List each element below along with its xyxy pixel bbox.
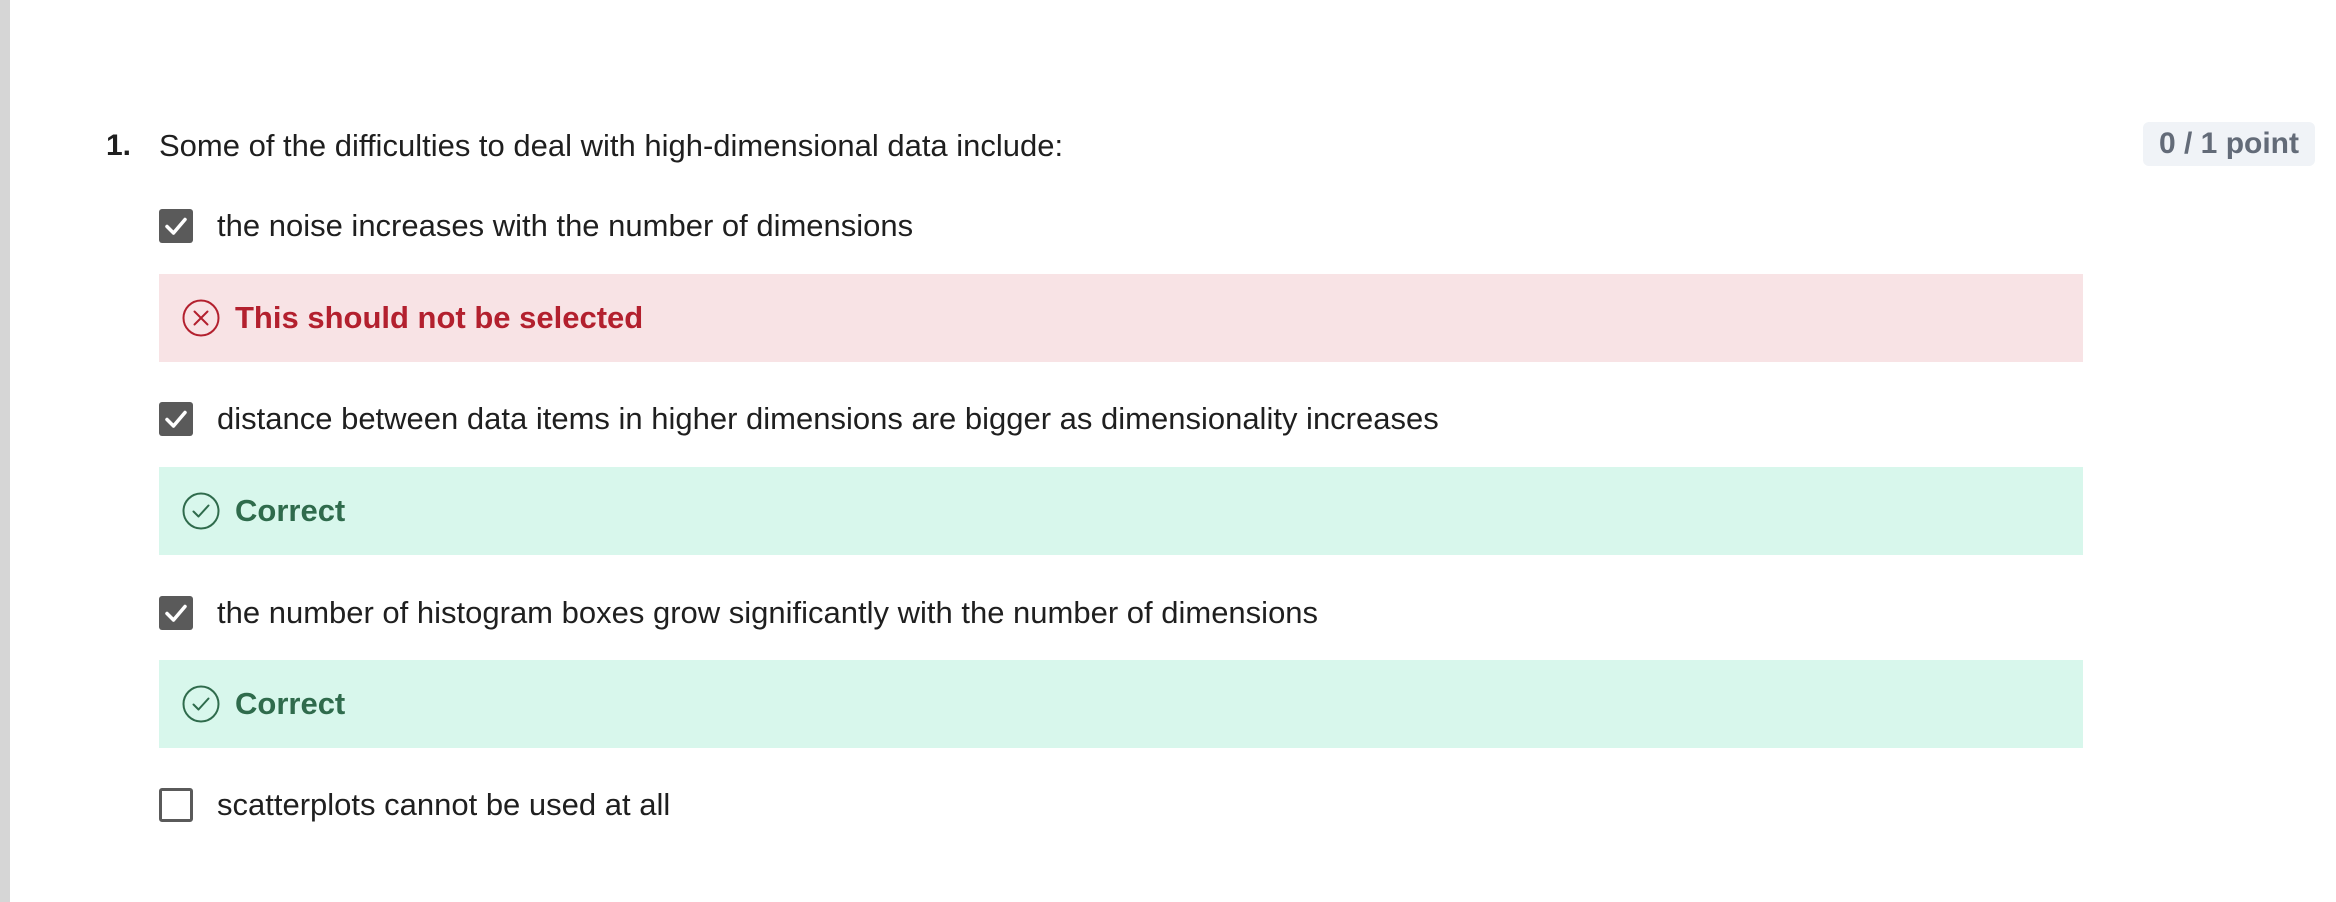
check-circle-icon	[182, 492, 220, 530]
option-1[interactable]: the noise increases with the number of d…	[159, 206, 913, 246]
option-2[interactable]: distance between data items in higher di…	[159, 399, 1439, 439]
checkbox-checked[interactable]	[159, 402, 193, 436]
feedback-text: This should not be selected	[235, 300, 644, 335]
checkmark-icon	[165, 604, 187, 622]
x-circle-icon	[182, 299, 220, 337]
check-circle-icon	[182, 685, 220, 723]
checkbox-unchecked[interactable]	[159, 788, 193, 822]
option-label: the noise increases with the number of d…	[217, 208, 914, 243]
option-label: scatterplots cannot be used at all	[217, 787, 671, 822]
checkbox-checked[interactable]	[159, 596, 193, 630]
checkbox-checked[interactable]	[159, 209, 193, 243]
option-4[interactable]: scatterplots cannot be used at all	[159, 785, 670, 825]
feedback-text: Correct	[235, 493, 346, 528]
option-label: the number of histogram boxes grow signi…	[217, 595, 1319, 630]
checkmark-icon	[165, 410, 187, 428]
feedback-correct: Correct	[159, 660, 2083, 748]
option-label: distance between data items in higher di…	[217, 401, 1439, 436]
question-text: Some of the difficulties to deal with hi…	[159, 128, 1064, 163]
checkmark-icon	[165, 217, 187, 235]
points-badge: 0 / 1 point	[2143, 122, 2315, 166]
option-3[interactable]: the number of histogram boxes grow signi…	[159, 593, 1318, 633]
question-number: 1.	[106, 129, 132, 162]
feedback-text: Correct	[235, 686, 346, 721]
left-border	[0, 0, 10, 902]
feedback-incorrect: This should not be selected	[159, 274, 2083, 362]
feedback-correct: Correct	[159, 467, 2083, 555]
